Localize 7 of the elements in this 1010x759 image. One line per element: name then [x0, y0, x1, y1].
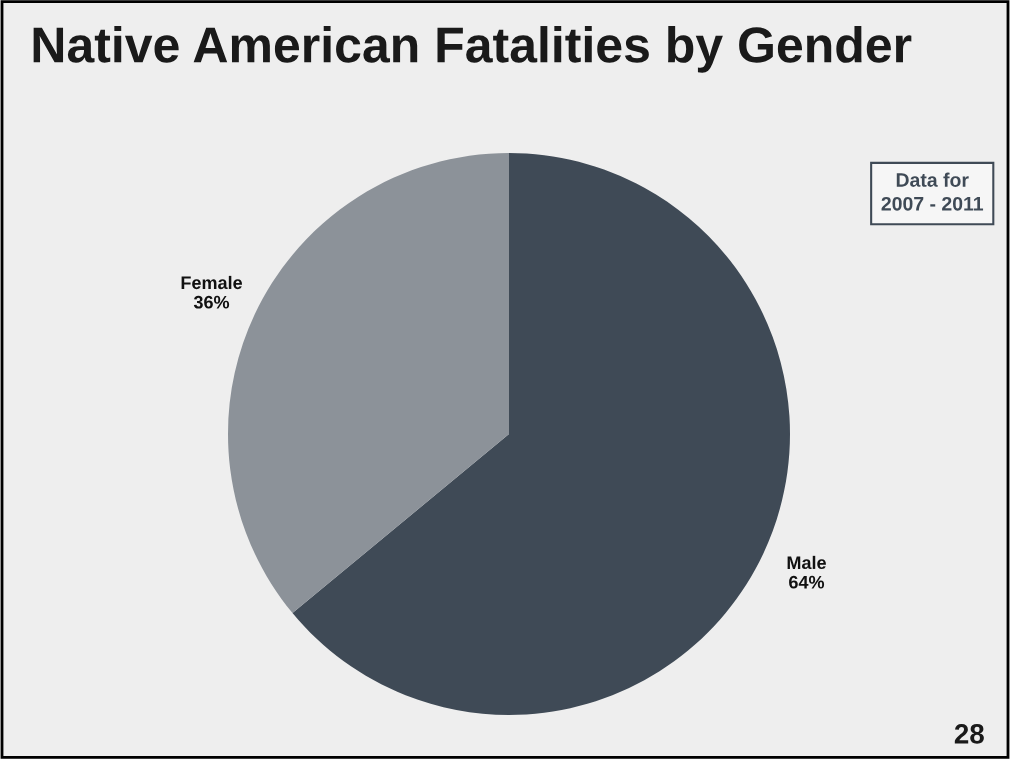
data-label: 36%: [193, 295, 230, 309]
slice-label: Female: [181, 275, 243, 290]
chart-title: Native American Fatalities by Gender: [33, 26, 912, 73]
text: 28: [954, 724, 984, 744]
text: Data for 2007 - 2011: [881, 172, 984, 211]
data-label: 64%: [789, 575, 825, 589]
slice-label: Male: [787, 555, 826, 570]
